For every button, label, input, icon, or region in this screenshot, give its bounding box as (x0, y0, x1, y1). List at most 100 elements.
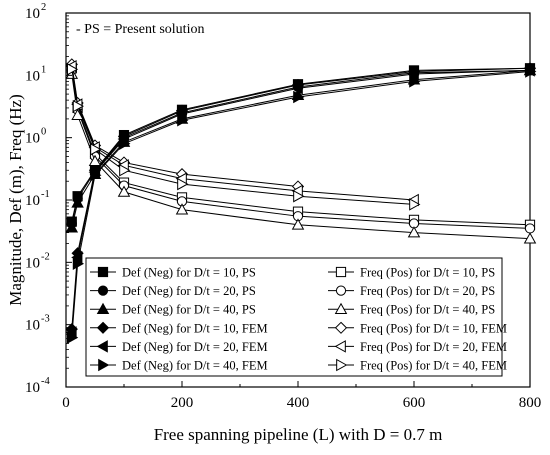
data-point (407, 226, 421, 238)
legend-label: Freq (Pos) for D/t = 40, FEM (360, 359, 507, 373)
series-line (71, 69, 531, 228)
legend-marker (96, 340, 108, 353)
legend-label: Freq (Pos) for D/t = 20, FEM (360, 340, 507, 354)
data-point (407, 67, 419, 81)
y-tick-label: 10 (25, 131, 40, 147)
data-point (90, 143, 102, 156)
data-point (409, 75, 421, 88)
series-line (71, 69, 531, 224)
data-point (119, 164, 131, 177)
y-tick-label: 10 (25, 68, 40, 84)
series-freq-pos-for-d-t-40-fem (66, 63, 421, 211)
legend-marker (96, 321, 110, 334)
data-point (65, 221, 79, 233)
y-tick-label: 10 (25, 380, 40, 396)
x-tick-label: 600 (403, 395, 426, 411)
data-point (291, 218, 305, 230)
data-point (177, 177, 189, 191)
legend-label: Def (Neg) for D/t = 40, FEM (122, 359, 268, 373)
legend-box (85, 257, 503, 377)
legend-item-freq-pos-for-d-t-20-fem: Freq (Pos) for D/t = 20, FEM (328, 340, 507, 354)
x-tick-label: 0 (62, 395, 70, 411)
y-tick-exponent: 0 (41, 127, 46, 138)
legend-marker (334, 302, 348, 315)
legend-item-def-neg-for-d-t-10-ps: Def (Neg) for D/t = 10, PS (90, 266, 256, 280)
data-point (177, 114, 189, 127)
legend-item-freq-pos-for-d-t-10-ps: Freq (Pos) for D/t = 10, PS (328, 266, 495, 280)
data-point (90, 168, 102, 182)
legend-marker (97, 266, 109, 278)
legend-item-def-neg-for-d-t-40-ps: Def (Neg) for D/t = 40, PS (90, 303, 256, 317)
data-point (72, 257, 85, 270)
legend-item-freq-pos-for-d-t-20-ps: Freq (Pos) for D/t = 20, PS (328, 284, 495, 298)
y-tick-exponent: -3 (41, 314, 50, 325)
legend-item-freq-pos-for-d-t-40-ps: Freq (Pos) for D/t = 40, PS (328, 303, 495, 317)
data-point (524, 223, 536, 234)
x-tick-label: 400 (287, 395, 310, 411)
data-point (523, 232, 537, 244)
series-line (71, 67, 531, 330)
legend-item-def-neg-for-d-t-20-ps: Def (Neg) for D/t = 20, PS (90, 284, 256, 298)
legend-item-def-neg-for-d-t-40-fem: Def (Neg) for D/t = 40, FEM (90, 359, 268, 373)
data-point (291, 82, 303, 95)
legend-marker (335, 285, 347, 296)
x-tick-label: 200 (171, 395, 194, 411)
data-point (409, 198, 421, 211)
data-point (293, 90, 305, 104)
legend-marker (97, 285, 109, 296)
x-axis-title: Free spanning pipeline (L) with D = 0.7 … (154, 425, 443, 444)
series-def-neg-for-d-t-40-fem (66, 65, 537, 344)
y-tick-exponent: -4 (41, 376, 50, 387)
data-point (71, 108, 84, 120)
y-axis-title: Magnitude, Def (m), Freq (Hz) (6, 94, 25, 306)
legend-item-def-neg-for-d-t-10-fem: Def (Neg) for D/t = 10, FEM (90, 321, 268, 335)
y-tick-label: 10 (25, 6, 40, 22)
series-line (71, 73, 531, 240)
x-tick-label: 800 (519, 395, 542, 411)
legend-label: Def (Neg) for D/t = 10, PS (122, 266, 256, 280)
legend-label: Def (Neg) for D/t = 10, FEM (122, 321, 268, 335)
data-point (88, 154, 102, 166)
series-layer (65, 58, 537, 344)
legend-label: Freq (Pos) for D/t = 10, FEM (360, 321, 507, 335)
data-point (525, 65, 537, 78)
y-tick-exponent: -1 (41, 189, 50, 200)
series-line (71, 64, 299, 187)
y-tick-label: 10 (25, 318, 40, 334)
data-point (293, 189, 305, 203)
legend-marker (96, 302, 110, 315)
series-line (71, 71, 531, 338)
legend-label: Def (Neg) for D/t = 40, PS (122, 303, 256, 317)
data-point (119, 137, 131, 150)
legend-label: Freq (Pos) for D/t = 20, PS (360, 284, 495, 298)
legend-label: Freq (Pos) for D/t = 40, PS (360, 303, 495, 317)
y-tick-exponent: -2 (41, 251, 50, 262)
legend-item-def-neg-for-d-t-20-fem: Def (Neg) for D/t = 20, FEM (90, 340, 268, 354)
legend-marker (336, 358, 348, 372)
data-point (66, 63, 79, 76)
data-point (71, 196, 84, 208)
y-tick-exponent: 1 (41, 64, 46, 75)
series-freq-pos-for-d-t-10-fem (65, 58, 305, 193)
legend-item-freq-pos-for-d-t-40-fem: Freq (Pos) for D/t = 40, FEM (328, 359, 507, 373)
legend-marker (334, 321, 348, 334)
legend-marker (334, 340, 346, 353)
legend-label: Def (Neg) for D/t = 20, FEM (122, 340, 268, 354)
legend: Def (Neg) for D/t = 10, PS Def (Neg) for … (85, 257, 507, 377)
data-point (72, 99, 85, 113)
y-tick-label: 10 (25, 255, 40, 271)
data-point (117, 185, 131, 197)
legend-label: Def (Neg) for D/t = 20, PS (122, 284, 256, 298)
data-point (175, 203, 189, 215)
legend-item-freq-pos-for-d-t-10-fem: Freq (Pos) for D/t = 10, FEM (328, 321, 507, 335)
legend-marker (335, 266, 347, 278)
legend-label: Freq (Pos) for D/t = 10, PS (360, 266, 495, 280)
legend-marker (98, 358, 110, 372)
annotation-text: - PS = Present solution (76, 22, 204, 37)
y-tick-label: 10 (25, 193, 40, 209)
data-point (66, 331, 79, 344)
y-tick-exponent: 2 (41, 2, 46, 13)
